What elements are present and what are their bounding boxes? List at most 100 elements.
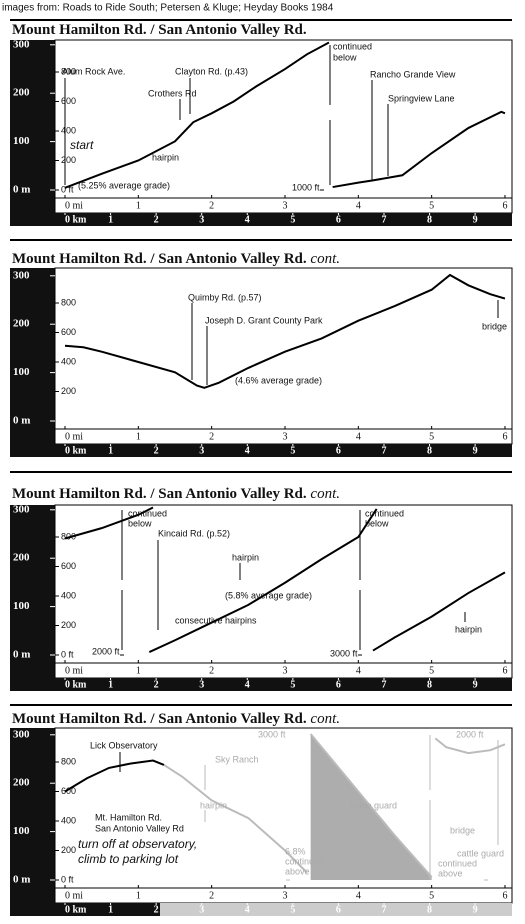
meter-bar bbox=[10, 268, 55, 444]
profile bbox=[64, 273, 506, 389]
ft-tick-label: 0 ft bbox=[61, 874, 74, 884]
credit: images from: Roads to Ride South; Peters… bbox=[2, 3, 334, 14]
ft-tick-label: 800 bbox=[61, 297, 76, 307]
title-suffix: cont. bbox=[310, 251, 340, 267]
km-tick-label: 5 bbox=[290, 214, 295, 225]
meter-tick-label: 100 bbox=[13, 600, 30, 612]
panel-title: Mount Hamilton Rd. / San Antonio Valley … bbox=[12, 22, 307, 38]
mile-tick-label: 3 bbox=[282, 431, 287, 442]
base-label: 3000 ft bbox=[330, 648, 358, 658]
annotation: hairpin bbox=[232, 552, 259, 562]
profile bbox=[64, 41, 330, 189]
annotation: continued bbox=[285, 856, 324, 866]
ft-tick-label: 600 bbox=[61, 327, 76, 337]
annotation: hairpin bbox=[200, 800, 227, 810]
km-bar bbox=[10, 444, 512, 457]
km-tick-label: 8 bbox=[427, 904, 432, 915]
meter-bar bbox=[10, 40, 55, 213]
profile bbox=[64, 506, 154, 540]
ft-tick-label: 600 bbox=[61, 96, 76, 106]
annotation: Rancho Grande View bbox=[370, 69, 456, 79]
annotation: below bbox=[365, 518, 389, 528]
mile-tick-label: 4 bbox=[356, 431, 361, 442]
annotation: climb to parking lot bbox=[78, 852, 179, 866]
ft-tick-label: 400 bbox=[61, 815, 76, 825]
km-tick-label: 6 bbox=[336, 214, 341, 225]
mile-tick-label: 6 bbox=[502, 665, 507, 676]
annotation: hairpin bbox=[152, 152, 179, 162]
title-text: Mount Hamilton Rd. / San Antonio Valley … bbox=[12, 251, 307, 267]
mile-tick-label: 4 bbox=[356, 665, 361, 676]
ft-tick-label: 600 bbox=[61, 786, 76, 796]
mile-tick-label: 6 bbox=[502, 431, 507, 442]
annotation: bridge bbox=[450, 825, 475, 835]
km-tick-label: 1 bbox=[108, 445, 113, 456]
km-tick-label: 2 bbox=[154, 904, 159, 915]
ft-tick-label: 200 bbox=[61, 155, 76, 165]
km-tick-label: 3 bbox=[199, 445, 204, 456]
annotation: Lick Observatory bbox=[90, 740, 158, 750]
km-tick-label: 5 bbox=[290, 904, 295, 915]
ft-tick-label: 600 bbox=[61, 561, 76, 571]
mile-tick-label: 1 bbox=[136, 890, 141, 901]
mile-tick-label: 1 bbox=[136, 665, 141, 676]
mile-tick-label: 0 mi bbox=[65, 431, 83, 442]
km-tick-label: 8 bbox=[427, 214, 432, 225]
ft-tick-label: 400 bbox=[61, 125, 76, 135]
profile bbox=[434, 737, 506, 755]
km-tick-label: 0 km bbox=[65, 214, 87, 225]
km-tick-label: 2 bbox=[154, 679, 159, 690]
mile-tick-label: 2 bbox=[209, 890, 214, 901]
mile-tick-label: 4 bbox=[356, 890, 361, 901]
ft-tick-label: 400 bbox=[61, 356, 76, 366]
annotation: consecutive hairpins bbox=[175, 615, 257, 625]
title-text: Mount Hamilton Rd. / San Antonio Valley … bbox=[12, 486, 307, 502]
meter-tick-label: 100 bbox=[13, 135, 30, 147]
annotation: Quimby Rd. (p.57) bbox=[188, 292, 262, 302]
chart-frame bbox=[54, 267, 513, 445]
annotation: Kincaid Rd. (p.52) bbox=[158, 528, 230, 538]
annotation: continued bbox=[128, 508, 167, 518]
mile-tick-label: 4 bbox=[356, 200, 361, 211]
mile-tick-label: 1 bbox=[136, 200, 141, 211]
profile bbox=[163, 764, 308, 874]
meter-tick-label: 300 bbox=[13, 503, 30, 515]
profile bbox=[309, 733, 433, 878]
km-tick-label: 0 km bbox=[65, 904, 87, 915]
km-tick-label: 3 bbox=[199, 679, 204, 690]
mile-tick-label: 5 bbox=[429, 665, 434, 676]
meter-bar bbox=[10, 505, 55, 678]
km-tick-label: 3 bbox=[199, 904, 204, 915]
base-label: 2000 ft bbox=[92, 646, 120, 656]
km-tick-label: 9 bbox=[473, 445, 478, 456]
km-tick-label: 4 bbox=[245, 214, 250, 225]
mile-tick-label: 0 mi bbox=[65, 200, 83, 211]
km-bar bbox=[10, 678, 512, 691]
annotation: hairpin bbox=[455, 624, 482, 634]
ft-tick-label: 400 bbox=[61, 590, 76, 600]
mile-tick-label: 0 mi bbox=[65, 665, 83, 676]
annotation: 6.8% bbox=[285, 846, 306, 856]
title-text: Mount Hamilton Rd. / San Antonio Valley … bbox=[12, 711, 307, 727]
km-tick-label: 8 bbox=[427, 679, 432, 690]
meter-tick-label: 0 m bbox=[13, 874, 30, 886]
annotation: continued bbox=[438, 858, 477, 868]
panel-title: Mount Hamilton Rd. / San Antonio Valley … bbox=[12, 711, 340, 727]
annotation: (5.25% average grade) bbox=[78, 180, 170, 190]
annotation: San Antonio Valley Rd bbox=[95, 823, 184, 833]
annotation: start bbox=[70, 138, 94, 152]
mile-tick-label: 5 bbox=[429, 890, 434, 901]
ft-tick-label: 800 bbox=[61, 66, 76, 76]
mile-tick-label: 0 mi bbox=[65, 890, 83, 901]
km-bar bbox=[10, 213, 512, 226]
profile bbox=[332, 110, 506, 189]
km-tick-label: 5 bbox=[290, 445, 295, 456]
meter-tick-label: 300 bbox=[13, 269, 30, 281]
annotation: above bbox=[438, 868, 463, 878]
ft-tick-label: 800 bbox=[61, 756, 76, 766]
annotation: Mt. Hamilton Rd. bbox=[95, 812, 162, 822]
ft-tick-label: 200 bbox=[61, 386, 76, 396]
meter-tick-label: 200 bbox=[13, 318, 30, 330]
ft-tick-label: 200 bbox=[61, 845, 76, 855]
